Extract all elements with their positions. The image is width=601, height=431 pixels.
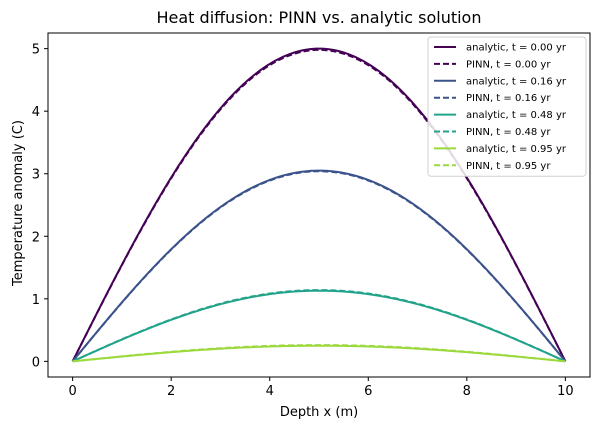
axes-frame: [47, 32, 591, 378]
series-line: [72, 344, 566, 363]
legend-label: PINN, t = 0.00 yr: [466, 59, 551, 70]
y-tick-label: 0: [32, 355, 40, 370]
y-axis-label: Temperature anomaly (C): [11, 120, 26, 287]
y-axis-ticks: 0 1 2 3 4 5: [32, 43, 48, 370]
x-axis-ticks: 0 2 4 6 8 10: [68, 377, 574, 399]
legend-label: PINN, t = 0.16 yr: [466, 93, 551, 104]
y-tick-label: 1: [32, 293, 40, 308]
series-line: [71, 170, 567, 362]
x-tick-label: 4: [266, 384, 274, 399]
x-tick-label: 2: [167, 384, 175, 399]
legend-label: PINN, t = 0.48 yr: [466, 127, 551, 138]
series-line: [71, 169, 567, 362]
legend-box: [427, 36, 587, 177]
series-line: [72, 289, 566, 363]
legend: analytic, t = 0.00 yr PINN, t = 0.00 yr an…: [427, 36, 587, 177]
y-tick-label: 5: [32, 43, 40, 58]
legend-label: analytic, t = 0.95 yr: [466, 144, 567, 155]
legend-label: analytic, t = 0.00 yr: [466, 43, 567, 54]
x-axis-label: Depth x (m): [280, 405, 358, 420]
y-tick-label: 3: [32, 168, 40, 183]
x-tick-label: 6: [364, 384, 372, 399]
legend-label: analytic, t = 0.48 yr: [466, 110, 567, 121]
plot-area: [71, 47, 567, 363]
x-tick-label: 0: [68, 384, 76, 399]
series-line: [72, 289, 566, 363]
x-tick-label: 10: [557, 384, 574, 399]
series-line: [71, 48, 567, 362]
legend-label: analytic, t = 0.16 yr: [466, 76, 567, 87]
legend-label: PINN, t = 0.95 yr: [466, 161, 551, 172]
y-tick-label: 2: [32, 230, 40, 245]
x-tick-label: 8: [463, 384, 471, 399]
y-tick-label: 4: [32, 105, 40, 120]
chart-title: Heat diffusion: PINN vs. analytic soluti…: [157, 8, 482, 27]
